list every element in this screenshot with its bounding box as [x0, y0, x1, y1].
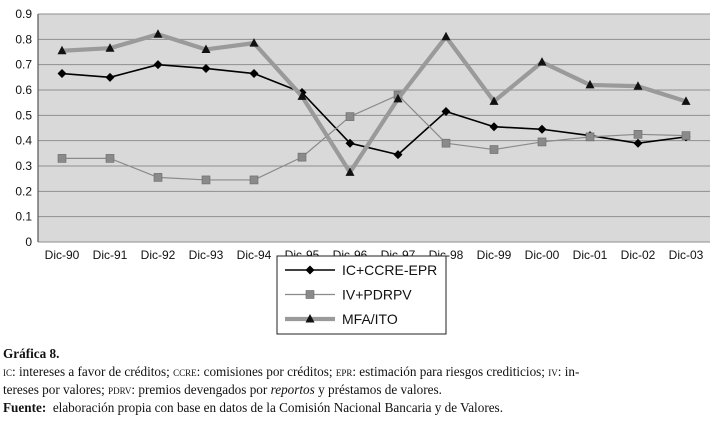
- data-point: [201, 63, 211, 73]
- y-tick-label: 0.1: [15, 210, 32, 224]
- y-tick-label: 0.6: [15, 83, 32, 97]
- x-axis-ticks: Dic-90 Dic-91 Dic-92 Dic-93 Dic-94 Dic-95 Dic-…: [45, 248, 704, 262]
- data-point: [201, 44, 211, 53]
- legend-marker: [305, 314, 315, 323]
- data-point: [105, 154, 115, 163]
- legend: IC+CCRE-EPR IV+PDRPV MFA/ITO: [276, 255, 447, 335]
- caption-text: : comisiones por créditos;: [196, 364, 336, 379]
- y-tick-label: 0.5: [15, 108, 32, 122]
- caption-text: : premios devengados por: [131, 382, 271, 397]
- abbreviation: EPR: [335, 364, 353, 379]
- data-point: [633, 81, 643, 90]
- y-tick-label: 0: [25, 235, 32, 249]
- data-point: [633, 138, 643, 148]
- data-point: [297, 152, 307, 162]
- y-tick-label: 0.3: [15, 159, 32, 173]
- legend-label: IC+CCRE-EPR: [342, 262, 437, 278]
- series-2: [57, 29, 691, 176]
- caption-source-text: elaboración propia con base en datos de …: [46, 400, 503, 415]
- legend-label: MFA/ITO: [342, 311, 398, 327]
- caption-line-1: IC: intereses a favor de créditos; CCRE:…: [3, 363, 715, 381]
- abbreviation: IV: [548, 364, 558, 379]
- data-point: [57, 154, 67, 163]
- y-tick-label: 0.9: [15, 7, 32, 21]
- series-line: [62, 94, 687, 181]
- data-point: [201, 175, 211, 185]
- data-point: [393, 93, 403, 103]
- data-point: [537, 124, 547, 134]
- data-point: [633, 130, 643, 139]
- caption: Gráfica 8. IC: intereses a favor de créd…: [3, 345, 715, 417]
- x-tick-label: Dic-00: [525, 248, 560, 262]
- data-point: [441, 31, 451, 41]
- series-1: [57, 90, 691, 185]
- y-axis-ticks: 0 0.1 0.2 0.3 0.4 0.5 0.6 0.7 0.8 0.9: [15, 7, 32, 249]
- data-point: [105, 72, 115, 82]
- data-point: [585, 79, 595, 89]
- caption-line-2: tereses por valores; PDRV: premios deven…: [3, 381, 715, 399]
- y-tick-label: 0.7: [15, 58, 32, 72]
- legend-marker: [305, 290, 315, 299]
- caption-text: : estimación para riesgos crediticios;: [352, 364, 549, 379]
- x-tick-label: Dic-01: [573, 248, 608, 262]
- x-tick-label: Dic-99: [477, 248, 512, 262]
- data-point: [249, 69, 259, 79]
- data-point: [153, 60, 163, 70]
- x-tick-label: Dic-94: [237, 248, 272, 262]
- data-point: [153, 29, 163, 38]
- y-tick-label: 0.8: [15, 32, 32, 46]
- legend-label: IV+PDRPV: [342, 287, 412, 303]
- caption-text: : intereses a favor de créditos;: [12, 364, 174, 379]
- x-tick-label: Dic-93: [189, 248, 224, 262]
- x-tick-label: Dic-92: [141, 248, 176, 262]
- data-point: [393, 150, 403, 160]
- data-point: [537, 137, 547, 147]
- data-point: [489, 96, 499, 105]
- y-tick-label: 0.2: [15, 184, 32, 198]
- data-point: [489, 122, 499, 132]
- data-point: [489, 145, 499, 154]
- x-tick-label: Dic-90: [45, 248, 80, 262]
- abbreviation: CCRE: [173, 364, 197, 379]
- data-point: [585, 132, 595, 142]
- caption-source-label: Fuente:: [3, 400, 47, 415]
- chart: 0 0.1 0.2 0.3 0.4 0.5 0.6 0.7 0.8 0.9 Dic-90 Dic-9…: [15, 7, 710, 335]
- data-point: [297, 91, 307, 100]
- series-layer: [57, 29, 691, 185]
- data-point: [345, 112, 355, 121]
- caption-text: y préstamos de valores.: [314, 382, 442, 397]
- series-line: [61, 32, 687, 175]
- caption-text: : in-: [557, 364, 580, 379]
- data-point: [57, 69, 67, 79]
- abbreviation: IC: [3, 364, 12, 379]
- gridlines: [37, 13, 710, 243]
- data-point: [441, 138, 451, 148]
- data-point: [441, 107, 451, 117]
- data-point: [537, 57, 547, 66]
- data-point: [345, 167, 355, 176]
- data-point: [153, 173, 163, 182]
- data-point: [57, 45, 67, 55]
- data-point: [681, 131, 691, 140]
- data-point: [249, 38, 259, 47]
- caption-title: Gráfica 8.: [3, 346, 60, 361]
- caption-text: reportos: [270, 382, 315, 397]
- abbreviation: PDRV: [108, 382, 132, 397]
- plot-area-background: [38, 14, 710, 242]
- data-point: [345, 138, 355, 148]
- data-point: [249, 175, 259, 185]
- series-line: [61, 63, 687, 156]
- data-point: [681, 96, 691, 105]
- data-point: [105, 43, 115, 52]
- y-tick-label: 0.4: [15, 134, 32, 148]
- caption-text: tereses por valores;: [3, 382, 109, 397]
- x-tick-label: Dic-91: [93, 248, 128, 262]
- legend-marker: [305, 265, 315, 275]
- x-tick-label: Dic-02: [621, 248, 656, 262]
- x-tick-label: Dic-03: [669, 248, 704, 262]
